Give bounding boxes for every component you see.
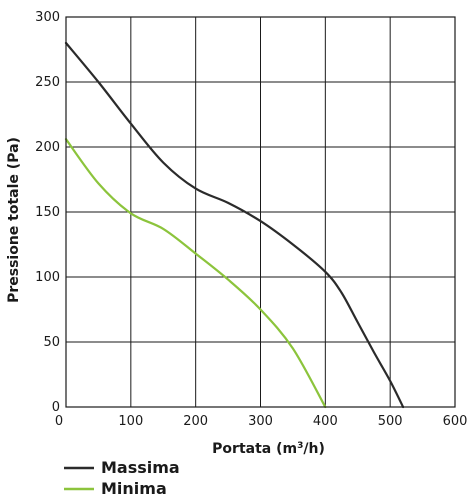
x-tick-label: 200: [183, 414, 208, 429]
legend-label-minima: Minima: [101, 479, 167, 498]
y-axis-label: Pressione totale (Pa): [6, 137, 22, 303]
series-layer: [64, 41, 405, 409]
x-axis-label-superscript: 3: [297, 441, 303, 451]
x-tick-label: 600: [443, 414, 468, 429]
series-line-minima: [64, 138, 327, 409]
y-tick-labels: 0 50 100 150 200 250 300: [35, 10, 60, 415]
y-tick-label: 200: [35, 140, 60, 155]
grid-layer: [65, 16, 456, 408]
y-tick-label: 50: [43, 335, 60, 350]
x-tick-labels: 0 100 200 300 400 500 600: [55, 414, 468, 429]
x-axis-label: Portata (m3/h): [212, 441, 325, 457]
x-tick-label: 100: [118, 414, 143, 429]
x-tick-label: 300: [248, 414, 273, 429]
legend-label-massima: Massima: [101, 458, 180, 477]
x-tick-label: 0: [55, 414, 63, 429]
x-tick-label: 500: [378, 414, 403, 429]
x-axis-label-suffix: /h): [303, 441, 324, 457]
y-tick-label: 300: [35, 10, 60, 25]
x-axis-label-main: Portata (m: [212, 441, 297, 457]
plot-frame: [65, 16, 456, 408]
series-line-massima: [64, 41, 405, 409]
y-tick-label: 0: [52, 400, 60, 415]
legend: Massima Minima: [64, 458, 180, 498]
y-tick-label: 150: [35, 205, 60, 220]
y-tick-label: 250: [35, 75, 60, 90]
y-tick-label: 100: [35, 270, 60, 285]
x-tick-label: 400: [313, 414, 338, 429]
